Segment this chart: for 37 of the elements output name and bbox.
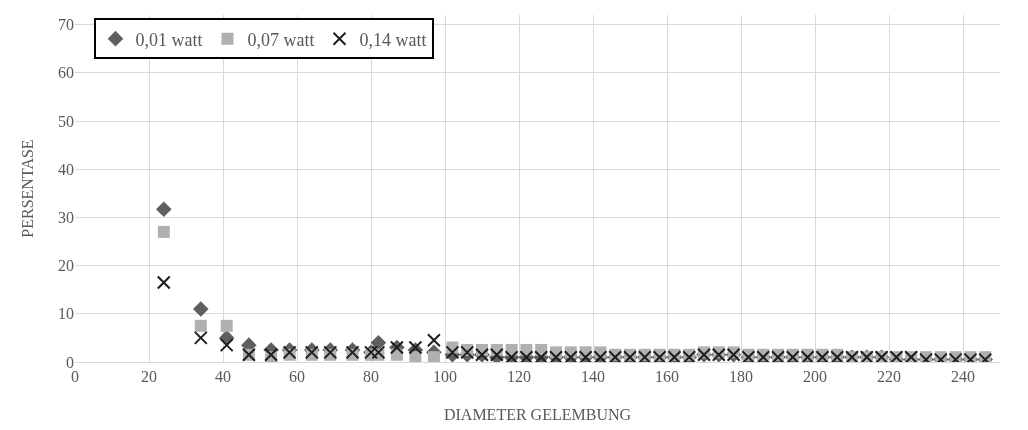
y-tick-label: 50: [58, 112, 74, 130]
point: [220, 319, 233, 332]
point: [427, 351, 440, 362]
point: [193, 330, 208, 345]
point: [194, 319, 207, 332]
x-tick-label: 180: [729, 368, 753, 386]
point: [219, 338, 234, 353]
y-tick-label: 60: [58, 64, 74, 82]
legend-label: 0,07 watt: [247, 29, 315, 50]
point: [426, 333, 441, 348]
y-tick-label: 0: [66, 353, 74, 371]
y-tick-label: 10: [58, 305, 74, 323]
x-tick-label: 120: [507, 368, 531, 386]
point: [156, 201, 172, 218]
x-tick-label: 20: [141, 368, 157, 386]
y-tick-label: 40: [58, 160, 74, 178]
y-axis-title: PERSENTASE: [19, 139, 36, 238]
x-tick-label: 220: [877, 368, 901, 386]
x-tick-label: 160: [655, 368, 679, 386]
point: [156, 275, 171, 290]
point: [264, 347, 279, 362]
x-tick-label: 240: [951, 368, 975, 386]
x-tick-label: 60: [289, 368, 305, 386]
x-tick-label: 80: [363, 368, 379, 386]
point: [157, 225, 170, 238]
y-tick-label: 30: [58, 209, 74, 227]
x-tick-label: 100: [433, 368, 457, 386]
x-tick-label: 200: [803, 368, 827, 386]
x-tick-label: 40: [215, 368, 231, 386]
point: [193, 301, 209, 317]
y-tick-label: 20: [58, 257, 74, 275]
x-tick-label: 140: [581, 368, 605, 386]
x-axis-title: DIAMETER GELEMBUNG: [443, 406, 632, 423]
legend-label: 0,01 watt: [135, 29, 203, 50]
y-tick-label: 70: [58, 16, 74, 34]
legend-label: 0,14 watt: [359, 29, 427, 50]
point: [370, 334, 387, 351]
